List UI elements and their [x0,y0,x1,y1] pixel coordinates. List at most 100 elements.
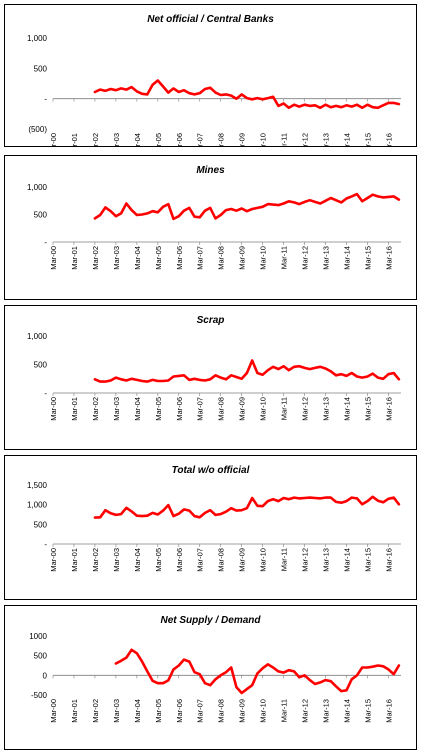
chart-panel-net-supply-demand: Net Supply / Demand 1000 500 0 -500 Mar-00 Mar… [4,605,417,750]
y-tick-label: 1,500 [27,481,48,490]
x-tick-label: Mar-00 [49,397,58,421]
x-tick-label: Mar-12 [301,397,310,421]
x-tick-label: Mar-10 [259,246,268,270]
chart-svg-net-official-central-banks: Net official / Central Banks 1,000 500 - (50… [27,14,401,146]
x-tick-label: Mar-07 [196,133,205,146]
x-tick-label: Mar-05 [154,133,163,146]
series-line [93,192,401,221]
x-tick-label: Mar-15 [363,699,372,723]
x-tick-label: Mar-01 [70,397,79,421]
x-tick-label: Mar-01 [70,133,79,146]
x-tick-label: Mar-11 [280,548,289,571]
x-tick-label: Mar-13 [322,133,331,146]
x-tick-label: Mar-08 [217,133,226,146]
x-tick-label: Mar-16 [384,699,393,723]
x-tick-label: Mar-07 [196,548,205,572]
chart-title: Mines [196,165,225,176]
x-tick-label: Mar-11 [280,397,289,420]
x-tick-label: Mar-04 [133,699,142,723]
series-line [93,495,401,519]
x-tick-label: Mar-01 [70,246,79,270]
chart-panel-total-w-o-official: Total w/o official 1,500 1,000 500 - Mar-00 Ma… [4,455,417,600]
y-tick-label: 0 [43,671,48,680]
x-tick-label: Mar-10 [259,548,268,572]
x-tick-label: Mar-03 [112,699,121,723]
x-tick-label: Mar-11 [280,699,289,722]
y-tick-label: 1,000 [27,34,48,43]
x-tick-label: Mar-04 [133,548,142,572]
series-line [114,648,401,695]
chart-title: Net official / Central Banks [147,14,274,25]
x-tick-label: Mar-16 [384,133,393,146]
x-tick-label: Mar-11 [280,133,289,146]
x-tick-label: Mar-01 [70,548,79,572]
x-tick-label: Mar-05 [154,246,163,270]
x-tick-label: Mar-05 [154,397,163,421]
x-tick-label: Mar-02 [91,548,100,572]
chart-panel-net-official-central-banks: Net official / Central Banks 1,000 500 - (50… [4,4,417,147]
x-tick-label: Mar-02 [91,246,100,270]
x-tick-label: Mar-06 [175,548,184,572]
x-tick-label: Mar-02 [91,699,100,723]
x-tick-label: Mar-13 [322,246,331,270]
x-tick-label: Mar-14 [342,548,351,572]
x-tick-label: Mar-04 [133,246,142,270]
y-tick-label: 1000 [29,632,47,641]
x-tick-label: Mar-15 [363,548,372,572]
y-tick-label: - [44,540,47,549]
x-tick-label: Mar-16 [384,246,393,270]
x-tick-label: Mar-05 [154,699,163,723]
x-tick-label: Mar-09 [238,699,247,723]
x-tick-label: Mar-16 [384,397,393,421]
x-tick-label: Mar-06 [175,246,184,270]
x-tick-label: Mar-08 [217,246,226,270]
x-tick-label: Mar-00 [49,548,58,572]
series-line [93,359,401,383]
x-tick-label: Mar-03 [112,397,121,421]
x-tick-label: Mar-03 [112,548,121,572]
chart-title: Net Supply / Demand [160,615,261,626]
y-tick-label: - [44,95,47,104]
x-tick-label: Mar-14 [342,246,351,270]
series-line [93,79,401,110]
x-tick-label: Mar-01 [70,699,79,723]
x-tick-label: Mar-08 [217,548,226,572]
y-tick-label: 1,000 [27,501,48,510]
x-tick-label: Mar-14 [342,699,351,723]
y-tick-label: 1,000 [27,332,48,341]
chart-svg-scrap: Scrap 1,000 500 -Mar-00 Mar-01 Mar-02 Mar-03 Ma… [27,315,401,421]
x-tick-label: Mar-09 [238,246,247,270]
x-tick-label: Mar-13 [322,548,331,572]
chart-panel-mines: Mines 1,000 500 - Mar-00 Mar-01 Mar-02 Mar-03 Ma… [4,155,417,300]
y-tick-label: 1,000 [27,183,48,192]
chart-panel-scrap: Scrap 1,000 500 - Mar-00 Mar-01 Mar-02 Mar-03 Ma… [4,305,417,450]
chart-title: Total w/o official [172,465,250,476]
x-tick-label: Mar-02 [91,397,100,421]
y-tick-label: 500 [34,211,48,220]
x-tick-label: Mar-06 [175,397,184,421]
x-tick-label: Mar-03 [112,133,121,146]
x-tick-label: Mar-07 [196,699,205,723]
chart-svg-total-w-o-official: Total w/o official 1,500 1,000 500 -Mar-00 Ma… [27,465,401,572]
y-tick-label: - [44,238,47,247]
x-tick-label: Mar-00 [49,133,58,146]
x-tick-label: Mar-13 [322,397,331,421]
x-tick-label: Mar-15 [363,246,372,270]
x-tick-label: Mar-12 [301,699,310,723]
x-tick-label: Mar-11 [280,246,289,269]
x-tick-label: Mar-14 [342,397,351,421]
x-tick-label: Mar-02 [91,133,100,146]
x-tick-label: Mar-12 [301,133,310,146]
chart-title: Scrap [197,315,225,326]
x-tick-label: Mar-10 [259,699,268,723]
x-tick-label: Mar-09 [238,133,247,146]
x-tick-label: Mar-08 [217,397,226,421]
x-tick-label: Mar-15 [363,133,372,146]
y-tick-label: - [44,389,47,398]
x-tick-label: Mar-04 [133,133,142,146]
x-tick-label: Mar-05 [154,548,163,572]
x-tick-label: Mar-15 [363,397,372,421]
y-tick-label: (500) [28,125,47,134]
x-tick-label: Mar-16 [384,548,393,572]
